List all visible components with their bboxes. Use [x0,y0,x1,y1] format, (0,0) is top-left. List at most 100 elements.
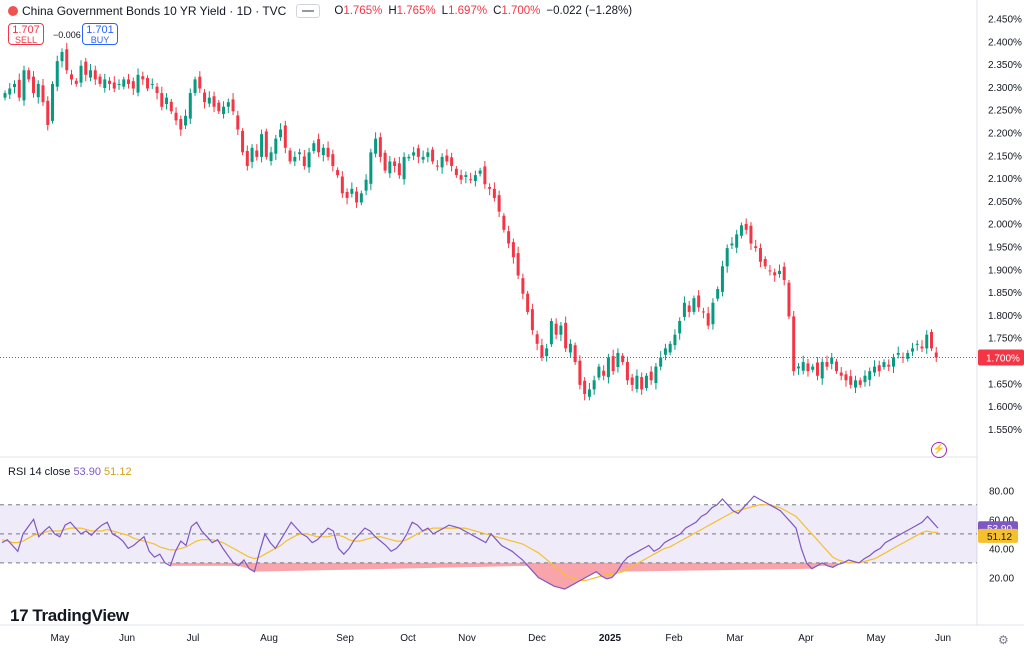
candle-body [93,70,97,80]
candle-body [70,74,74,80]
candle-body [891,357,895,367]
symbol-title[interactable]: China Government Bonds 10 YR Yield · 1D … [22,4,287,18]
candle-body [51,83,55,121]
candle-body [302,156,306,167]
spread-value: −0.006 [53,30,81,40]
candle-body [806,363,810,372]
candle-body [454,168,458,176]
candle-body [611,356,615,372]
candle-body [716,289,720,299]
candle-body [673,334,677,346]
candle-body [188,93,192,119]
candle-body [839,372,843,376]
candle-body [901,357,905,359]
candle-body [773,272,777,276]
candle-body [844,374,848,381]
sell-button[interactable]: 1.707 SELL [8,23,44,45]
candle-body [264,131,268,157]
price-tick-label: 2.050% [988,197,1022,208]
candle-body [32,76,36,94]
candle-body [108,80,112,84]
candle-body [22,70,26,101]
candle-body [141,76,145,80]
time-tick-label: Mar [726,633,744,644]
candle-body [402,156,406,180]
price-tick-label: 2.200% [988,129,1022,140]
candle-body [863,375,867,383]
candle-body [355,191,359,203]
time-tick-label: Apr [798,633,814,644]
candle-body [412,152,416,156]
candle-body [834,361,838,372]
candle-body [321,147,325,156]
candle-body [616,352,620,368]
time-tick-label: Jul [187,633,200,644]
price-tick-label: 2.400% [988,37,1022,48]
candle-body [739,225,743,236]
candle-body [868,371,872,380]
candle-body [260,134,264,157]
collapse-toggle-icon[interactable] [296,4,321,18]
rsi-ma-line [1,504,938,581]
candle-body [241,130,245,153]
candle-body [312,143,316,151]
candle-body [483,166,487,185]
candle-body [103,79,107,89]
candle-body [711,302,715,325]
candle-body [198,76,202,89]
candle-body [150,83,154,85]
last-price-label: 1.700% [986,353,1020,364]
price-tick-label: 2.000% [988,220,1022,231]
buy-button[interactable]: 1.701 BUY [82,23,118,45]
candle-body [849,376,853,385]
lightning-icon[interactable]: ⚡ [931,442,947,458]
candle-body [155,86,159,94]
time-tick-label: Aug [260,633,278,644]
candle-body [929,331,933,349]
candle-body [8,88,12,95]
candle-body [502,215,506,230]
candle-body [383,152,387,171]
candle-body [706,313,710,326]
candle-body [606,357,610,378]
candle-body [46,100,50,125]
candle-body [896,352,900,355]
candle-body [79,65,83,83]
candle-body [573,345,577,363]
candle-body [511,242,515,258]
candle-body [469,179,473,181]
time-tick-label: Oct [400,633,416,644]
rsi-legend[interactable]: RSI 14 close 53.90 51.12 [8,466,132,478]
price-tick-label: 1.800% [988,311,1022,322]
candle-body [288,150,292,162]
gear-icon[interactable]: ⚙ [998,633,1009,647]
candle-body [426,152,430,157]
candle-body [853,380,857,388]
time-tick-label: Dec [528,633,546,644]
candle-body [720,266,724,292]
candle-body [568,343,572,353]
time-tick-label: May [867,633,886,644]
rsi-ma-last-badge [978,528,1018,543]
candle-body [293,156,297,162]
candle-body [882,362,886,368]
buy-label: BUY [90,35,110,45]
brand-name: TradingView [32,606,129,625]
candle-body [782,266,786,280]
candle-body [654,366,658,384]
candle-body [350,188,354,194]
candle-body [179,119,183,130]
candle-body [203,92,207,103]
candle-body [768,270,772,272]
candle-body [17,79,21,98]
candle-body [388,161,392,174]
candle-body [910,348,914,352]
candle-body [763,259,767,267]
ohlc-close: C1.700% [493,5,541,17]
ohlc-change: −0.022 (−1.28%) [546,5,633,17]
rsi-ma-value: 51.12 [104,466,132,478]
candle-body [184,115,188,126]
rsi-tick-label: 20.00 [989,573,1014,584]
time-tick-label: Feb [665,633,683,644]
